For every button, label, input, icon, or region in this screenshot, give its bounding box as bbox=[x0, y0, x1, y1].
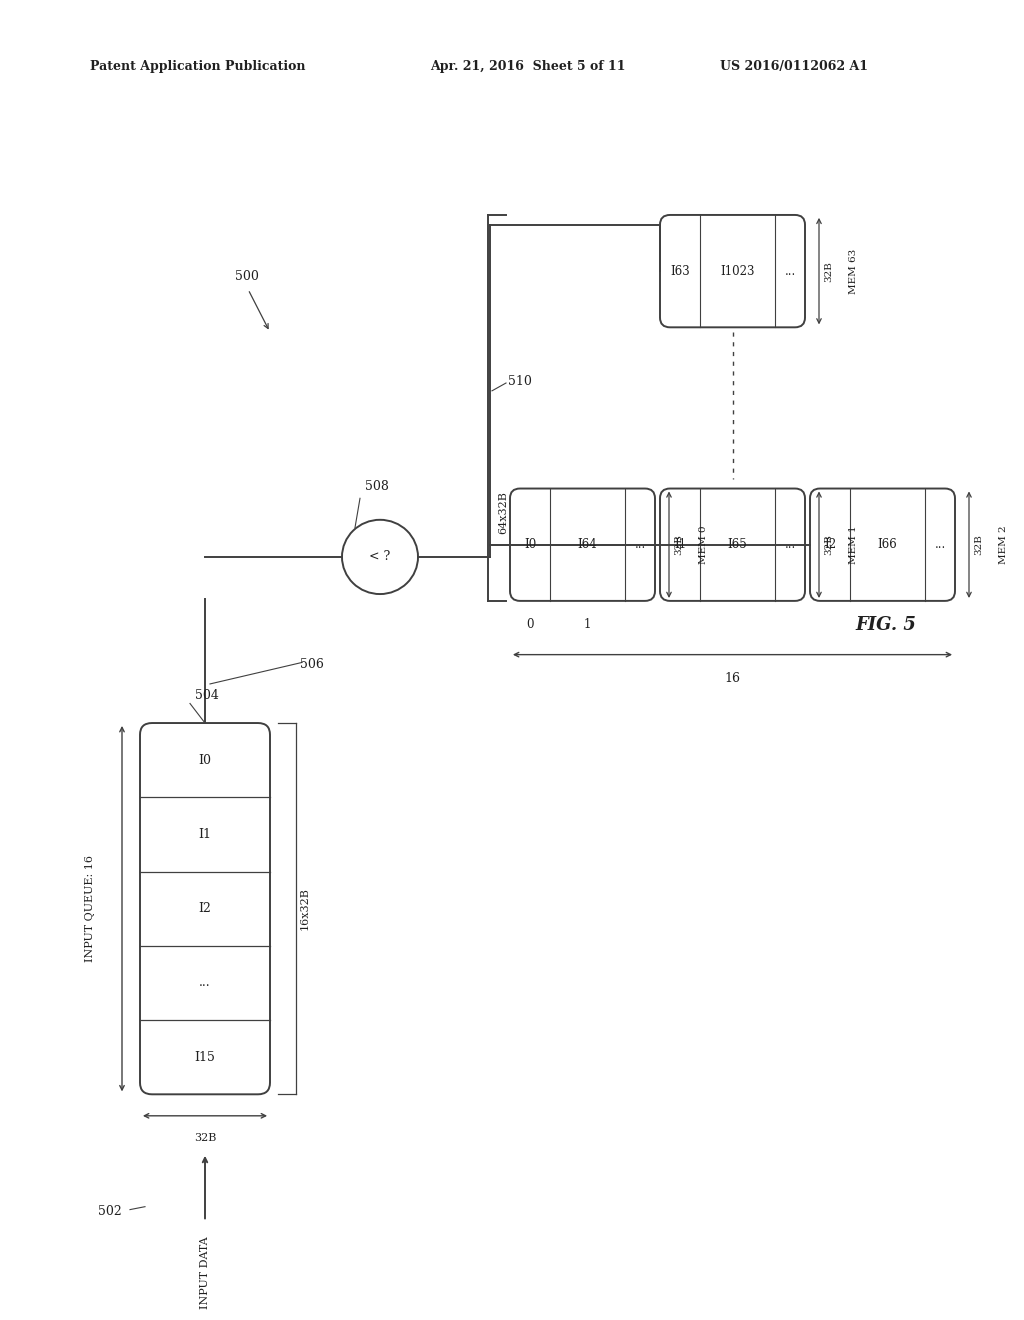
Text: FIG. 5: FIG. 5 bbox=[855, 616, 915, 635]
Text: I2: I2 bbox=[199, 902, 211, 915]
Text: 16x32B: 16x32B bbox=[300, 887, 310, 931]
Text: I0: I0 bbox=[199, 754, 212, 767]
FancyBboxPatch shape bbox=[660, 215, 805, 327]
Text: 32B: 32B bbox=[194, 1134, 216, 1143]
Text: 0: 0 bbox=[526, 619, 534, 631]
Text: 508: 508 bbox=[365, 480, 389, 494]
Text: < ?: < ? bbox=[370, 550, 390, 564]
Text: 64x32B: 64x32B bbox=[498, 491, 508, 535]
Text: US 2016/0112062 A1: US 2016/0112062 A1 bbox=[720, 59, 868, 73]
Text: 32B: 32B bbox=[824, 535, 833, 556]
Text: I15: I15 bbox=[195, 1051, 215, 1064]
Text: I1: I1 bbox=[199, 828, 212, 841]
Text: 32B: 32B bbox=[974, 535, 983, 556]
Text: 1: 1 bbox=[584, 619, 591, 631]
Text: ...: ... bbox=[635, 539, 645, 552]
Text: I2: I2 bbox=[824, 539, 836, 552]
Text: I66: I66 bbox=[878, 539, 897, 552]
Text: 510: 510 bbox=[508, 375, 531, 388]
Text: I63: I63 bbox=[670, 264, 690, 277]
Text: Patent Application Publication: Patent Application Publication bbox=[90, 59, 305, 73]
Text: INPUT QUEUE: 16: INPUT QUEUE: 16 bbox=[85, 855, 95, 962]
Text: I65: I65 bbox=[728, 539, 748, 552]
Text: 32B: 32B bbox=[674, 535, 683, 556]
Text: MEM 1: MEM 1 bbox=[849, 525, 858, 564]
Text: 504: 504 bbox=[195, 689, 219, 701]
Text: INPUT DATA: INPUT DATA bbox=[200, 1236, 210, 1308]
FancyBboxPatch shape bbox=[140, 723, 270, 1094]
Text: ...: ... bbox=[200, 977, 211, 990]
FancyBboxPatch shape bbox=[660, 488, 805, 601]
Text: I64: I64 bbox=[578, 539, 597, 552]
Text: ...: ... bbox=[784, 264, 796, 277]
Text: 16: 16 bbox=[725, 672, 740, 685]
Text: 500: 500 bbox=[234, 271, 259, 284]
Text: I1023: I1023 bbox=[720, 264, 755, 277]
Text: 32B: 32B bbox=[824, 260, 833, 281]
FancyBboxPatch shape bbox=[510, 488, 655, 601]
Text: I0: I0 bbox=[524, 539, 537, 552]
Text: MEM 63: MEM 63 bbox=[849, 248, 858, 294]
Text: MEM 2: MEM 2 bbox=[999, 525, 1008, 564]
Text: ...: ... bbox=[934, 539, 945, 552]
FancyBboxPatch shape bbox=[810, 488, 955, 601]
Text: Apr. 21, 2016  Sheet 5 of 11: Apr. 21, 2016 Sheet 5 of 11 bbox=[430, 59, 626, 73]
Text: MEM 0: MEM 0 bbox=[699, 525, 708, 564]
Text: I1: I1 bbox=[674, 539, 686, 552]
Text: ...: ... bbox=[784, 539, 796, 552]
Text: 502: 502 bbox=[98, 1205, 122, 1218]
Text: 506: 506 bbox=[300, 657, 324, 671]
